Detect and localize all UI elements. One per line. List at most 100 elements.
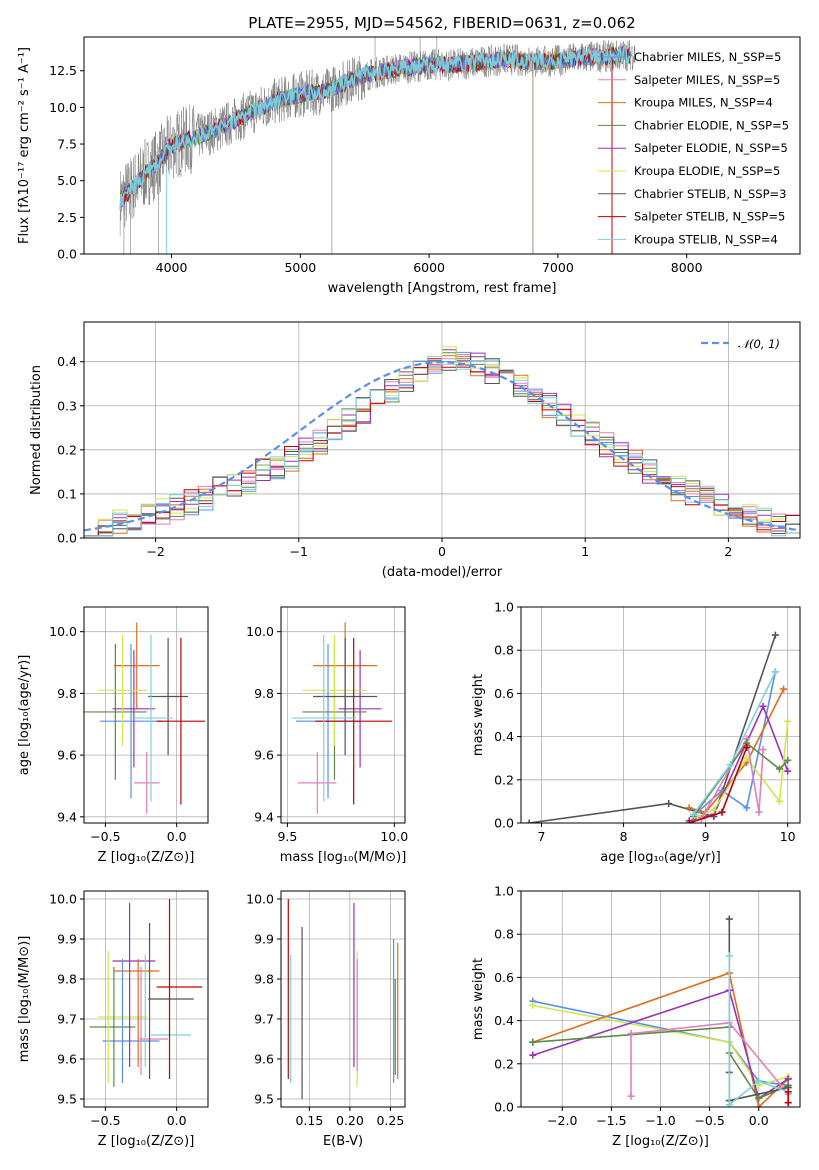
plot-frame [83, 321, 801, 539]
weight-line [700, 736, 764, 820]
x-tick-label: 5000 [284, 260, 316, 275]
y-tick-label: 9.5 [57, 1092, 77, 1107]
x-tick-label: 9.5 [277, 829, 297, 844]
weight-marker [689, 810, 697, 818]
x-tick-label: 8000 [671, 260, 703, 275]
y-tick-label: 10.0 [49, 624, 77, 639]
weight-marker [743, 743, 751, 751]
plot-frame [83, 36, 801, 255]
weight-marker [775, 765, 783, 773]
weight-marker [771, 631, 779, 639]
weight-marker [755, 808, 763, 816]
y-tick-label: 0.0 [494, 816, 514, 831]
y-axis-label: mass [log₁₀(M/M⊙)] [17, 936, 32, 1063]
weight-marker [759, 702, 767, 710]
y-tick-label: 9.7 [57, 1012, 77, 1027]
y-tick-label: 10.0 [246, 892, 274, 907]
legend-label: Salpeter STELIB, N_SSP=5 [634, 210, 785, 224]
y-tick-label: 9.9 [254, 932, 274, 947]
chart-0: 4000 5000 6000 7000 8000 0.0 2.5 5.0 7.5 10.0 12.5… [17, 14, 801, 296]
y-tick-label: 9.6 [254, 748, 274, 763]
y-tick-label: 0.2 [57, 442, 77, 457]
y-tick-label: 0.6 [494, 686, 514, 701]
x-tick-label: −0.5 [90, 829, 120, 844]
spectrum-plot [119, 37, 636, 254]
y-tick-label: 9.4 [57, 809, 77, 824]
chart-3: 9.5 10.0 9.4 9.6 9.8 10.0 mass [log₁₀(M/M⊙)] [246, 606, 408, 865]
weight-line [696, 671, 777, 813]
weight-marker [784, 756, 792, 764]
y-tick-label: 0.8 [494, 927, 514, 942]
y-tick-label: 9.7 [254, 1012, 274, 1027]
x-axis-label: Z [log₁₀(Z/Z⊙)] [612, 1134, 709, 1149]
legend-label: Salpeter MILES, N_SSP=5 [634, 73, 780, 87]
weight-marker [780, 685, 788, 693]
plot-frame [520, 606, 801, 824]
y-tick-label: 9.5 [254, 1092, 274, 1107]
y-tick-label: 5.0 [57, 173, 77, 188]
x-tick-label: 8 [620, 829, 628, 844]
y-tick-label: 10.0 [246, 624, 274, 639]
weight-marker [725, 915, 733, 923]
y-tick-label: 9.6 [254, 1052, 274, 1067]
legend-label: Kroupa MILES, N_SSP=4 [634, 96, 773, 110]
y-axis-label: mass weight [471, 674, 486, 756]
x-tick-label: 9 [702, 829, 710, 844]
weight-marker [759, 746, 767, 754]
y-axis-label: mass weight [471, 958, 486, 1040]
weight-marker [718, 808, 726, 816]
weight-line [532, 1004, 789, 1087]
weight-marker [784, 1075, 792, 1083]
y-tick-label: 0.0 [57, 531, 77, 546]
x-tick-label: −2.0 [547, 1113, 577, 1128]
weight-line [532, 989, 789, 1100]
x-tick-label: 7000 [542, 260, 574, 275]
legend-label: Salpeter ELODIE, N_SSP=5 [634, 141, 788, 155]
weight-line [630, 1021, 789, 1097]
weight-marker [665, 800, 673, 808]
y-tick-label: 9.4 [254, 809, 274, 824]
chart-5: −0.5 0.0 9.5 9.6 9.7 9.8 9.9 10.0 Z [log₁₀(Z/Z⊙)… [17, 890, 209, 1149]
y-axis-label: Flux [fλ10⁻¹⁷ erg cm⁻² s⁻¹ A⁻¹] [17, 47, 32, 244]
x-tick-label: 0.25 [376, 1113, 404, 1128]
chart-2: −0.5 0.0 9.4 9.6 9.8 10.0 Z [log₁₀(Z/Z⊙)] age [… [17, 606, 209, 865]
plot-frame [280, 890, 406, 1108]
weight-plot [529, 915, 792, 1107]
histogram-steps [84, 356, 800, 537]
weight-line [532, 1000, 789, 1087]
plot-frame [520, 890, 801, 1108]
weight-marker [627, 1092, 635, 1100]
weight-marker [771, 668, 779, 676]
y-tick-label: 2.5 [57, 210, 77, 225]
errorbar-plot [89, 899, 203, 1087]
y-axis-label: Normed distribution [29, 365, 44, 495]
x-tick-label: −0.5 [90, 1113, 120, 1128]
x-tick-label: 0 [438, 544, 446, 559]
y-tick-label: 0.1 [57, 486, 77, 501]
weight-plot [525, 631, 792, 823]
weight-marker [525, 819, 533, 823]
y-tick-label: 0.4 [57, 354, 77, 369]
plot-frame [83, 606, 209, 824]
chart-4: 7 8 9 10 0.0 0.2 0.4 0.6 0.8 1.0 age [log₁₀(age/yr… [471, 600, 801, 865]
chart-7: −2.0 −1.5 −1.0 −0.5 0.0 0.0 0.2 0.4 0.6 0.8 1.0 Z [… [471, 884, 801, 1149]
x-axis-label: Z [log₁₀(Z/Z⊙)] [98, 850, 195, 865]
y-tick-label: 9.9 [57, 932, 77, 947]
weight-marker [529, 1038, 537, 1046]
legend-label: Kroupa STELIB, N_SSP=4 [634, 232, 778, 246]
weight-marker [726, 761, 734, 769]
weight-marker [627, 1030, 635, 1038]
x-tick-label: 4000 [156, 260, 188, 275]
weight-marker [755, 1077, 763, 1085]
x-tick-label: 1 [581, 544, 589, 559]
x-axis-label: (data-model)/error [382, 565, 503, 580]
legend-label: Chabrier STELIB, N_SSP=3 [634, 187, 786, 201]
weight-marker [710, 806, 718, 814]
legend-label: 𝒩(0, 1) [738, 337, 780, 351]
legend: Chabrier MILES, N_SSP=5 Salpeter MILES, N… [598, 50, 789, 246]
weight-marker [743, 804, 751, 812]
plot-frame [280, 606, 406, 824]
chart-1: −2 −1 0 1 2 0.0 0.1 0.2 0.3 0.4 (data-model)/error… [29, 321, 801, 580]
x-tick-label: −0.5 [694, 1113, 724, 1128]
y-tick-label: 9.6 [57, 748, 77, 763]
